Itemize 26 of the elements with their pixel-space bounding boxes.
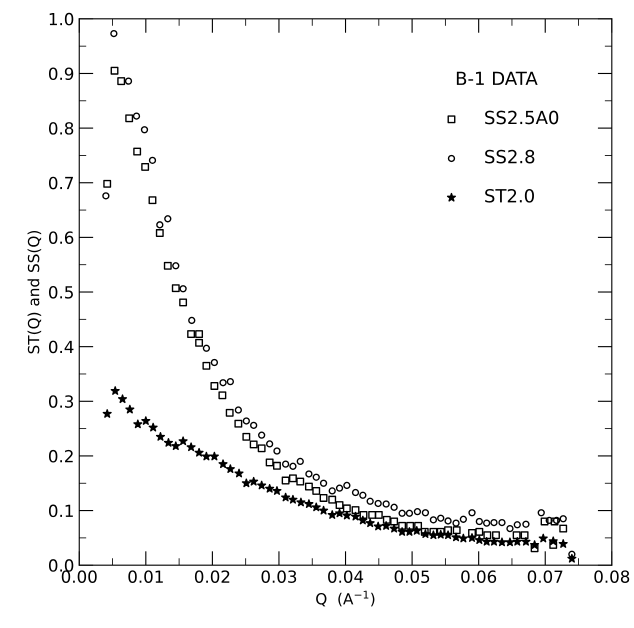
y-tick-label: 0.7 bbox=[48, 176, 73, 190]
legend-title: B-1 DATA bbox=[456, 72, 538, 85]
legend-label: ST2.0 bbox=[485, 188, 534, 203]
legend-label: SS2.8 bbox=[485, 150, 534, 164]
x-tick-label: 0.03 bbox=[262, 570, 296, 583]
x-tick-label: 0.04 bbox=[328, 570, 364, 583]
y-tick-label: 0.2 bbox=[48, 450, 73, 462]
y-tick-label: 0.9 bbox=[48, 67, 74, 80]
y-axis-title: ST(Q) and SS(Q) bbox=[28, 230, 42, 354]
x-tick-label: 0.08 bbox=[594, 570, 630, 583]
y-tick-label: 0.1 bbox=[48, 504, 73, 518]
y-tick-label: 0.8 bbox=[48, 122, 74, 135]
legend-label: SS2.5A0 bbox=[485, 110, 558, 124]
y-tick-label: 0.4 bbox=[48, 340, 74, 354]
x-axis-title: Q (A$^{−1}$) bbox=[316, 590, 374, 606]
x-tick-label: 0.06 bbox=[461, 570, 496, 583]
y-tick-label: 0.0 bbox=[48, 559, 74, 572]
x-tick-label: 0.07 bbox=[528, 570, 562, 583]
y-tick-label: 1.0 bbox=[50, 12, 74, 26]
x-tick-label: 0.05 bbox=[394, 570, 430, 583]
x-tick-label: 0.00 bbox=[62, 570, 97, 583]
y-tick-label: 0.3 bbox=[48, 395, 74, 408]
x-tick-label: 0.02 bbox=[194, 570, 230, 583]
x-tick-label: 0.01 bbox=[128, 570, 163, 583]
y-tick-label: 0.6 bbox=[48, 231, 74, 244]
y-tick-label: 0.5 bbox=[48, 286, 73, 299]
